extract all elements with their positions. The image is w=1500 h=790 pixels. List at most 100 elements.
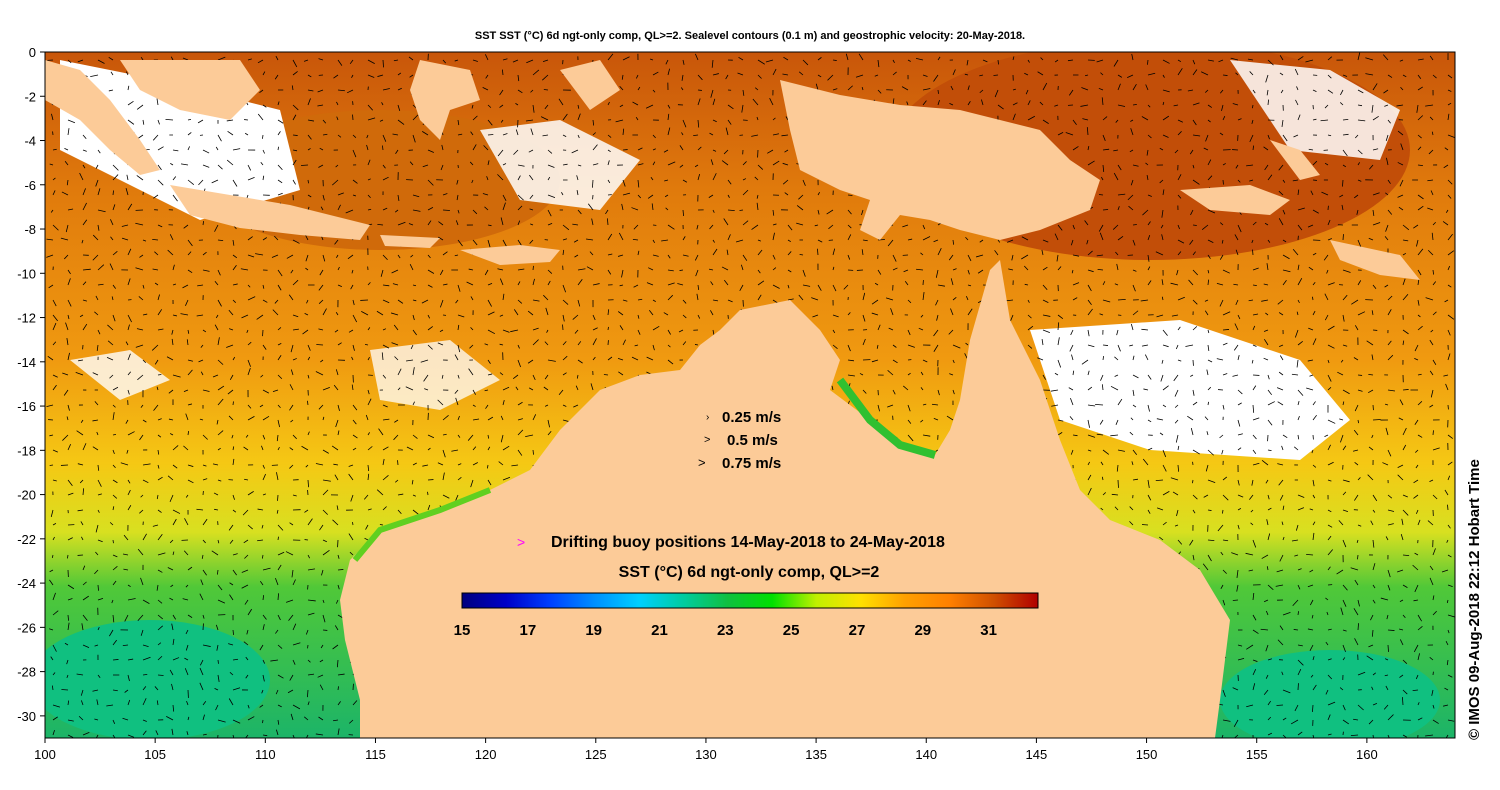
velocity-arrow — [1159, 147, 1164, 151]
velocity-arrow — [1443, 164, 1449, 169]
velocity-arrow — [1400, 534, 1404, 541]
velocity-arrow — [832, 314, 839, 318]
velocity-arrow — [336, 254, 339, 258]
velocity-arrow — [1357, 89, 1364, 94]
velocity-arrow — [184, 518, 189, 526]
velocity-arrow — [172, 149, 179, 152]
velocity-arrow — [337, 673, 345, 676]
velocity-arrow — [337, 430, 340, 436]
velocity-arrow — [1042, 299, 1049, 303]
velocity-arrow — [1237, 179, 1241, 183]
velocity-arrow — [633, 284, 639, 288]
velocity-arrow — [292, 734, 295, 738]
velocity-arrow — [787, 284, 790, 289]
velocity-arrow — [304, 234, 309, 241]
velocity-label-1: 0.25 m/s — [722, 409, 781, 426]
velocity-arrow — [712, 98, 716, 106]
velocity-arrow — [392, 283, 399, 286]
velocity-arrow — [948, 254, 954, 261]
velocity-arrow — [229, 374, 234, 381]
velocity-arrow — [499, 278, 504, 286]
velocity-arrow — [607, 53, 614, 61]
velocity-arrow — [156, 700, 159, 706]
velocity-arrow — [1417, 146, 1422, 151]
velocity-arrow — [1413, 479, 1419, 484]
velocity-arrow — [1327, 282, 1335, 286]
colorbar-tick-label: 31 — [980, 622, 997, 639]
velocity-arrow — [487, 119, 493, 126]
velocity-arrow — [1129, 521, 1134, 526]
velocity-arrow — [292, 328, 299, 331]
velocity-arrow — [876, 344, 879, 349]
velocity-arrow — [307, 599, 316, 602]
velocity-arrow — [48, 284, 54, 289]
velocity-arrow — [976, 254, 984, 258]
velocity-arrow — [544, 374, 549, 380]
velocity-arrow — [411, 479, 414, 485]
velocity-arrow — [637, 298, 643, 301]
velocity-arrow — [1162, 329, 1168, 336]
velocity-arrow — [784, 149, 789, 153]
velocity-arrow — [1021, 236, 1029, 241]
velocity-arrow — [1368, 644, 1374, 648]
velocity-arrow — [832, 88, 838, 91]
velocity-arrow — [950, 278, 954, 286]
velocity-arrow — [67, 208, 74, 211]
velocity-arrow — [157, 374, 162, 376]
velocity-arrow — [1096, 254, 1104, 257]
velocity-arrow — [262, 284, 265, 289]
velocity-arrow — [1372, 148, 1379, 151]
velocity-arrow — [1250, 522, 1254, 526]
velocity-arrow — [1399, 59, 1404, 62]
velocity-arrow — [290, 344, 294, 353]
velocity-arrow — [202, 614, 205, 619]
velocity-arrow — [112, 464, 116, 469]
velocity-arrow — [500, 434, 504, 443]
velocity-arrow — [1207, 269, 1210, 274]
velocity-arrow — [1207, 401, 1210, 406]
velocity-arrow — [1427, 520, 1434, 526]
velocity-arrow — [861, 86, 864, 91]
velocity-arrow — [1147, 419, 1152, 423]
velocity-arrow — [182, 57, 189, 61]
velocity-arrow — [667, 344, 671, 348]
velocity-arrow — [80, 700, 84, 706]
velocity-arrow — [1417, 248, 1424, 256]
velocity-arrow — [172, 264, 175, 271]
velocity-arrow — [1327, 359, 1330, 364]
velocity-arrow — [171, 338, 174, 346]
velocity-arrow — [562, 299, 569, 305]
velocity-arrow — [1252, 629, 1259, 634]
velocity-arrow — [1312, 704, 1314, 712]
velocity-arrow — [202, 478, 208, 481]
velocity-arrow — [1024, 283, 1029, 286]
velocity-arrow — [292, 179, 296, 185]
velocity-arrow — [847, 209, 852, 215]
velocity-arrow — [1232, 687, 1239, 691]
velocity-arrow — [529, 174, 534, 181]
velocity-arrow — [562, 163, 568, 166]
velocity-arrow — [1447, 113, 1450, 121]
velocity-arrow — [97, 539, 103, 543]
velocity-arrow — [933, 74, 939, 82]
velocity-arrow — [652, 148, 656, 151]
velocity-arrow — [441, 374, 444, 379]
velocity-arrow — [157, 418, 162, 421]
velocity-arrow — [307, 673, 315, 676]
velocity-arrow — [1278, 312, 1284, 316]
velocity-arrow — [727, 194, 730, 198]
velocity-arrow — [1417, 717, 1423, 721]
velocity-arrow — [637, 250, 640, 256]
velocity-arrow — [517, 281, 521, 286]
velocity-arrow — [1222, 539, 1229, 542]
velocity-arrow — [1072, 224, 1075, 230]
velocity-arrow — [502, 445, 510, 451]
velocity-arrow — [1312, 521, 1316, 526]
velocity-arrow — [887, 404, 894, 408]
velocity-arrow — [1207, 509, 1212, 511]
velocity-arrow — [112, 174, 119, 181]
velocity-arrow — [682, 314, 687, 319]
velocity-arrow — [94, 644, 99, 647]
velocity-arrow — [1447, 329, 1451, 336]
velocity-arrow — [112, 719, 116, 724]
